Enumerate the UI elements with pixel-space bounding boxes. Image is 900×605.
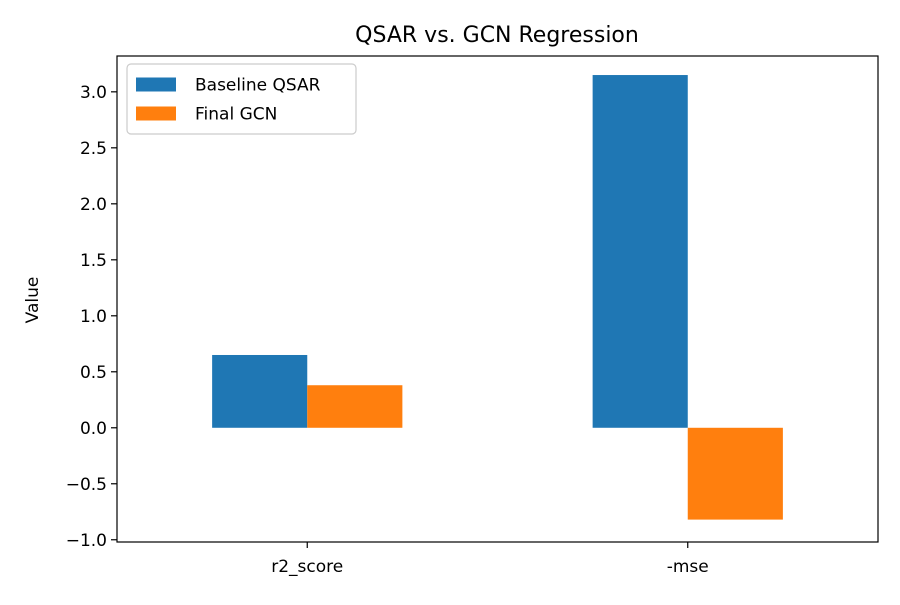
bar-final-gcn-mse (687, 427, 783, 520)
y-ticks: −1.0 −0.5 0.0 0.5 1.0 1.5 2.0 2.5 3.0 (66, 83, 117, 551)
y-tick-label: 0.0 (80, 419, 107, 439)
legend-swatch-baseline-qsar (136, 77, 176, 92)
y-axis-label: Value (23, 277, 43, 324)
y-tick-label: 1.5 (80, 251, 107, 271)
x-ticks: r2_score -mse (271, 542, 709, 577)
legend-label-baseline-qsar: Baseline QSAR (195, 76, 321, 96)
y-tick-label: 2.0 (80, 195, 107, 215)
bar-baseline-qsar-r2-score (212, 354, 308, 428)
chart-title: QSAR vs. GCN Regression (355, 23, 639, 48)
y-tick-label: 1.0 (80, 307, 107, 327)
plot-frame (116, 55, 879, 543)
y-tick-label: 0.5 (80, 363, 107, 383)
legend-label-final-gcn: Final GCN (195, 105, 277, 125)
bars-layer (212, 75, 783, 520)
y-tick-label: 3.0 (80, 83, 107, 103)
legend-frame (126, 63, 357, 135)
legend-swatch-final-gcn (136, 106, 176, 121)
bar-baseline-qsar-mse (592, 75, 688, 428)
x-tick-label-mse: -mse (667, 557, 709, 577)
y-tick-label: −1.0 (66, 531, 107, 551)
y-tick-label: 2.5 (80, 139, 107, 159)
legend: Baseline QSAR Final GCN (126, 63, 357, 135)
bar-final-gcn-r2-score (307, 385, 403, 428)
y-tick-label: −0.5 (66, 475, 107, 495)
x-tick-label-r2-score: r2_score (271, 557, 343, 577)
